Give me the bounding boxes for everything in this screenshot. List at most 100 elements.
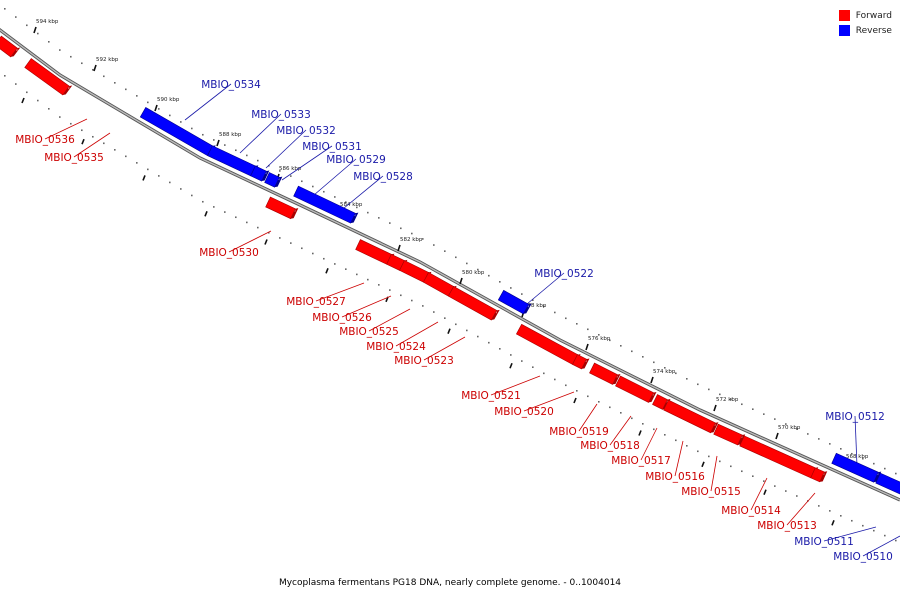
gene-label: MBIO_0535	[44, 152, 104, 164]
guide-dot	[37, 99, 39, 102]
guide-dot	[290, 242, 292, 244]
guide-dot	[499, 281, 501, 283]
gene-top-face	[652, 394, 668, 410]
leader-line	[423, 336, 466, 361]
tick-mark-lower	[142, 175, 146, 181]
guide-dot	[15, 16, 17, 18]
guide-dot	[873, 529, 875, 532]
guide-dot	[169, 181, 171, 184]
leader-line	[578, 403, 598, 432]
strand-legend: Forward Reverse	[838, 8, 892, 38]
guide-dot	[103, 75, 105, 78]
gene-label: MBIO_0511	[794, 536, 854, 548]
leader-line	[490, 375, 541, 396]
guide-dot	[334, 263, 336, 265]
leader-line	[368, 308, 411, 332]
guide-dot	[587, 395, 589, 398]
tick-label: 590 kbp	[157, 97, 180, 103]
guide-dot	[510, 287, 512, 289]
guide-dot	[785, 423, 787, 425]
guide-dot	[466, 329, 468, 332]
guide-dot	[543, 305, 545, 308]
guide-dot	[180, 188, 182, 190]
guide-dot	[334, 196, 336, 198]
tick-mark	[775, 432, 779, 440]
gene-label: MBIO_0532	[276, 125, 336, 137]
guide-dot	[70, 55, 72, 58]
guide-dot	[15, 83, 17, 85]
tick-label: 580 kbp	[462, 270, 485, 276]
leader-line	[315, 282, 365, 302]
leader-line	[337, 175, 384, 214]
guide-dot	[895, 472, 897, 475]
guide-dot	[862, 457, 864, 460]
guide-dot	[224, 211, 226, 213]
guide-dot	[554, 311, 556, 314]
legend-forward-label: Forward	[855, 10, 892, 21]
guide-dot	[367, 278, 369, 281]
gene-side-face	[581, 358, 590, 369]
gene-top-face	[497, 289, 530, 315]
guide-dot	[598, 334, 600, 336]
gene-top-face	[447, 286, 498, 321]
guide-dot	[70, 122, 72, 125]
leader-line	[523, 391, 575, 412]
gene-top-face	[293, 185, 356, 224]
tick-label: 574 kbp	[653, 369, 676, 375]
gene-block-mbio_0533	[207, 145, 259, 177]
tick-mark-lower	[204, 210, 208, 217]
guide-dot	[796, 495, 798, 497]
gene-side-face	[523, 303, 532, 314]
guide-dot	[730, 465, 732, 468]
leader-line	[862, 535, 900, 557]
label-leader-lines	[44, 83, 900, 557]
guide-dot	[884, 467, 886, 470]
guide-dot	[664, 434, 666, 436]
guide-dot	[235, 216, 237, 219]
guide-dot	[719, 460, 721, 463]
guide-dot	[81, 129, 83, 132]
guide-dot	[873, 462, 875, 465]
guide-dot	[741, 470, 743, 473]
gene-label: MBIO_0515	[681, 486, 741, 498]
guide-dot	[433, 311, 435, 313]
gene-labels: MBIO_0536 MBIO_0535 MBIO_0534 MBIO_0533 MBIO…	[15, 79, 893, 563]
guide-dot	[235, 149, 237, 152]
guide-dot	[697, 450, 699, 453]
gene-block-mbio_0522	[497, 289, 532, 315]
tick-label: 568 kbp	[846, 454, 869, 460]
guide-dot	[257, 226, 259, 229]
guide-dot	[378, 217, 380, 219]
leader-line	[73, 132, 111, 158]
forward-swatch	[838, 10, 850, 21]
gene-top-face	[250, 165, 267, 182]
gene-side-face	[737, 434, 746, 446]
guide-dot	[191, 127, 193, 130]
leader-line	[823, 526, 877, 542]
gene-label: MBIO_0526	[312, 312, 372, 324]
leader-line	[854, 415, 858, 467]
guide-dot	[521, 360, 523, 362]
guide-dot	[114, 82, 116, 84]
leader-line	[395, 321, 439, 347]
tick-label: 586 kbp	[279, 166, 302, 172]
guide-dot	[609, 406, 611, 409]
gene-label: MBIO_0520	[494, 406, 554, 418]
guide-dot	[59, 116, 61, 118]
guide-dot	[367, 211, 369, 214]
gene-label: MBIO_0531	[302, 141, 362, 153]
guide-dot	[521, 293, 523, 295]
guide-dot	[609, 339, 611, 342]
gene-top-face	[713, 423, 743, 446]
gene-label: MBIO_0519	[549, 426, 609, 438]
guide-dot	[92, 68, 94, 71]
guide-dot	[488, 274, 490, 277]
guide-dot	[763, 413, 765, 415]
guide-dot	[675, 439, 677, 442]
guide-dot	[290, 175, 292, 177]
guide-dot	[587, 328, 589, 331]
guide-dot	[829, 510, 831, 512]
legend-forward: Forward	[838, 8, 892, 23]
leader-line	[184, 83, 232, 121]
tick-mark	[154, 104, 158, 112]
